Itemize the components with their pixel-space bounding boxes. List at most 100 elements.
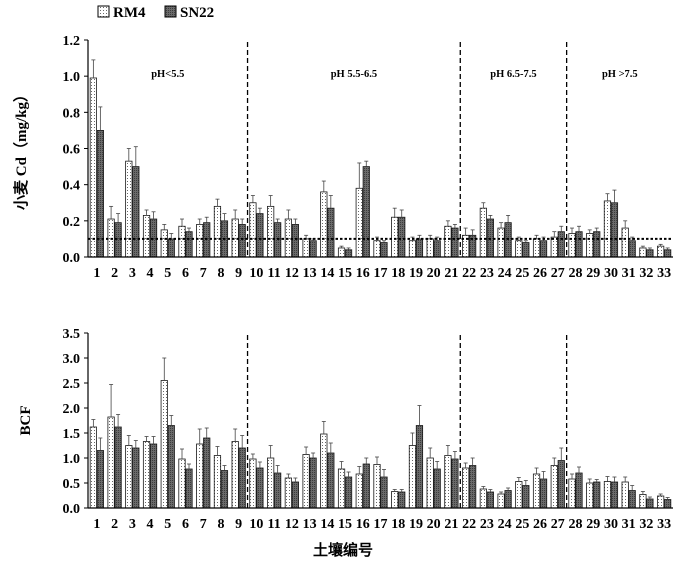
x-tick-label: 24: [498, 517, 512, 532]
x-tick-label: 20: [427, 517, 441, 532]
x-tick-label: 26: [533, 517, 547, 532]
bar-rm4: [160, 380, 168, 509]
bar-rm4: [603, 481, 612, 509]
bar-rm4: [178, 225, 186, 258]
y-tick-label: 0.5: [63, 477, 81, 492]
bar-sn22: [575, 231, 583, 258]
x-tick-label: 30: [604, 517, 618, 532]
bar-sn22: [593, 231, 601, 258]
y-tick-label: 2.0: [63, 402, 81, 417]
bar-sn22: [256, 467, 264, 509]
x-tick-label: 33: [657, 517, 671, 532]
x-tick-label: 11: [268, 266, 281, 281]
bar-rm4: [267, 457, 275, 509]
legend-label-sn22: SN22: [180, 5, 214, 21]
bar-sn22: [309, 240, 317, 258]
bar-rm4: [462, 467, 470, 509]
bar-rm4: [373, 464, 381, 509]
bar-sn22: [433, 468, 441, 509]
y-tick-label: 3.0: [63, 352, 81, 367]
bar-sn22: [451, 458, 459, 509]
bar-sn22: [628, 490, 636, 509]
y-tick-label: 0.2: [63, 215, 81, 230]
x-tick-label: 9: [235, 266, 242, 281]
bar-rm4: [125, 445, 133, 509]
bar-rm4: [444, 225, 452, 258]
x-tick-label: 26: [533, 266, 547, 281]
ph-region-label: pH 6.5-7.5: [490, 69, 536, 80]
bar-sn22: [256, 213, 264, 258]
bar-sn22: [380, 242, 388, 258]
bar-rm4: [568, 233, 576, 258]
x-tick-label: 4: [147, 266, 154, 281]
bar-rm4: [142, 215, 151, 258]
x-axis-label: 土壤编号: [313, 541, 373, 559]
x-tick-label: 29: [586, 266, 600, 281]
x-tick-label: 23: [480, 266, 494, 281]
x-tick-label: 31: [622, 266, 636, 281]
y-tick-label: 0.0: [63, 251, 81, 266]
x-tick-label: 25: [515, 266, 529, 281]
legend: RM4 SN22: [97, 5, 214, 21]
x-tick-label: 12: [285, 266, 299, 281]
bar-rm4: [568, 478, 576, 509]
bar-sn22: [327, 452, 335, 509]
bar-sn22: [451, 227, 459, 258]
x-tick-label: 6: [182, 517, 189, 532]
bar-rm4: [497, 493, 505, 509]
bar-sn22: [274, 472, 282, 509]
x-tick-label: 19: [409, 517, 423, 532]
bar-rm4: [125, 160, 133, 258]
x-tick-label: 14: [320, 266, 334, 281]
bar-rm4: [391, 216, 399, 258]
bar-rm4: [391, 491, 399, 509]
bar-rm4: [532, 473, 541, 509]
bar-rm4: [444, 455, 452, 509]
x-tick-label: 27: [551, 517, 565, 532]
bar-sn22: [149, 443, 158, 509]
bar-rm4: [408, 445, 417, 509]
x-tick-label: 19: [409, 266, 423, 281]
bar-sn22: [539, 478, 548, 509]
x-tick-label: 15: [338, 517, 352, 532]
bar-sn22: [96, 450, 104, 509]
x-tick-label: 10: [249, 266, 263, 281]
bar-rm4: [160, 229, 168, 258]
bar-rm4: [586, 482, 594, 509]
bar-sn22: [575, 472, 583, 509]
x-tick-label: 24: [498, 266, 512, 281]
x-tick-label: 1: [93, 266, 100, 281]
x-tick-label: 3: [129, 517, 136, 532]
bar-rm4: [320, 433, 328, 509]
x-tick-label: 5: [164, 517, 171, 532]
x-tick-label: 21: [444, 517, 458, 532]
bar-sn22: [522, 242, 530, 258]
y-tick-label: 1.5: [63, 427, 81, 442]
x-tick-label: 15: [338, 266, 352, 281]
ph-region-label: pH >7.5: [602, 69, 638, 80]
x-tick-label: 28: [569, 266, 583, 281]
x-tick-label: 7: [200, 266, 207, 281]
y-tick-label: 1.2: [63, 34, 81, 49]
x-tick-label: 22: [462, 517, 476, 532]
x-tick-label: 31: [622, 517, 636, 532]
bar-sn22: [291, 224, 299, 258]
x-tick-label: 2: [111, 517, 118, 532]
x-tick-label: 29: [586, 517, 600, 532]
bar-sn22: [380, 476, 388, 509]
bar-rm4: [657, 495, 665, 509]
x-tick-label: 28: [569, 517, 583, 532]
x-tick-label: 13: [303, 517, 317, 532]
bar-rm4: [231, 441, 239, 509]
bar-sn22: [522, 485, 530, 509]
y-tick-label: 0.0: [63, 502, 81, 517]
bar-rm4: [355, 187, 363, 258]
x-tick-label: 13: [303, 266, 317, 281]
bar-rm4: [373, 240, 381, 258]
bar-sn22: [220, 470, 229, 509]
ph-region-label: pH 5.5-6.5: [331, 69, 377, 80]
bar-sn22: [344, 249, 353, 258]
y-tick-label: 0.4: [63, 179, 81, 194]
x-tick-label: 18: [391, 517, 405, 532]
